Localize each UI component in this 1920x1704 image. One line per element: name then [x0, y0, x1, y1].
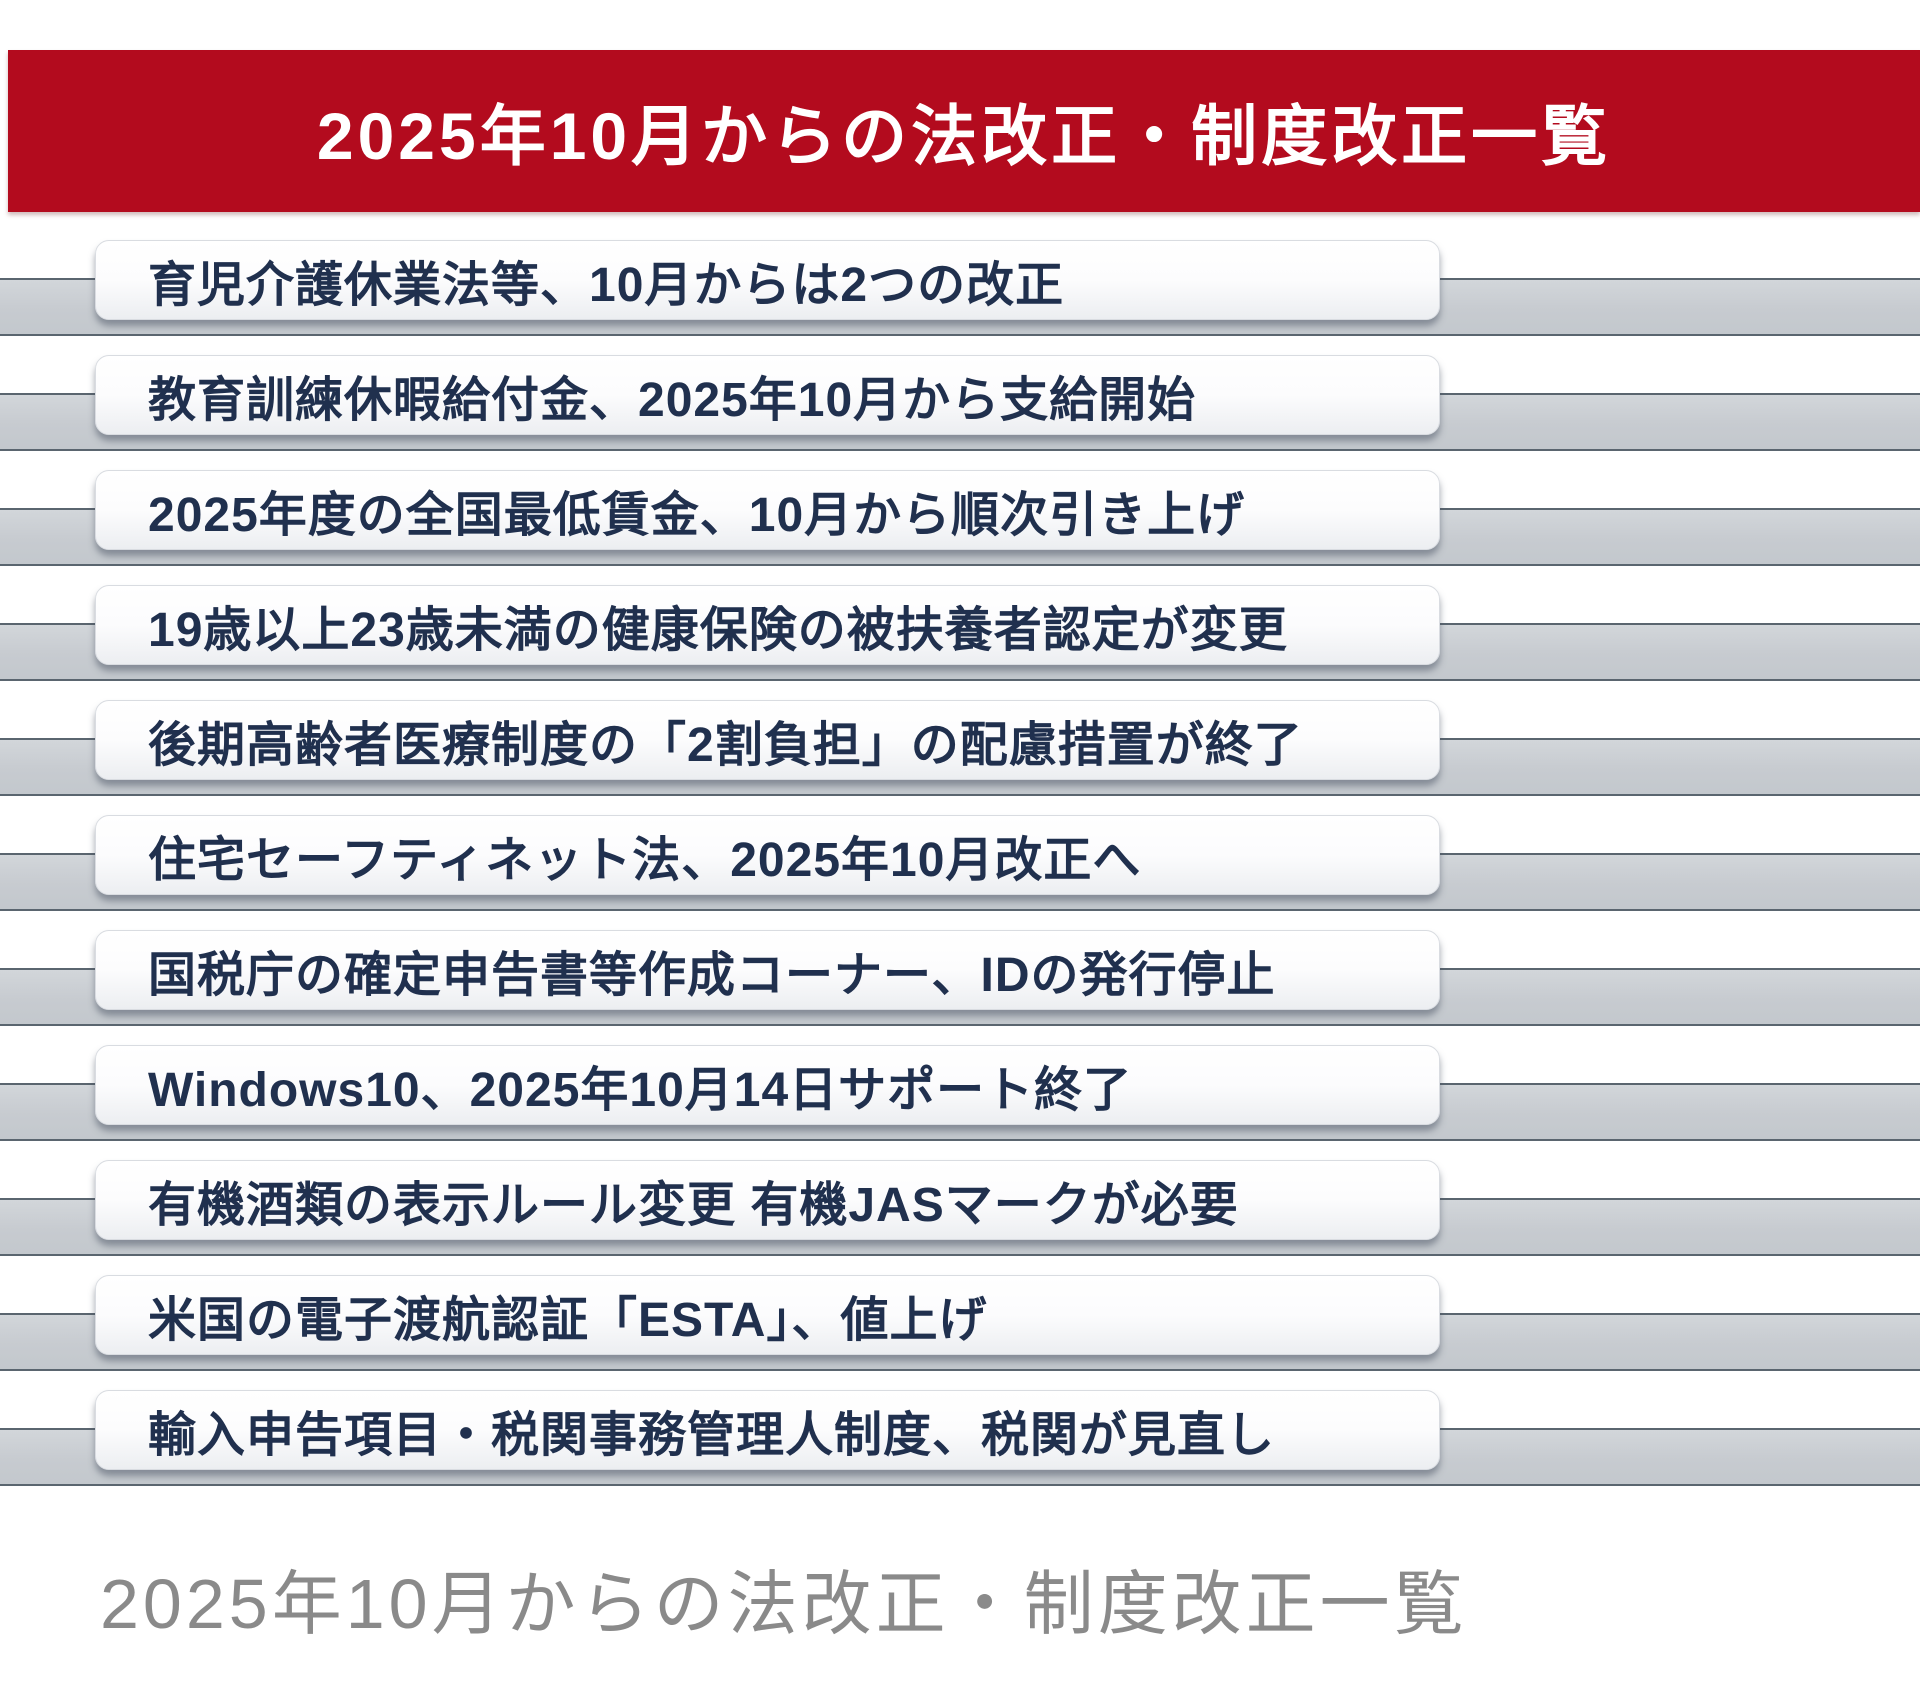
list-item: 国税庁の確定申告書等作成コーナー、IDの発行停止: [0, 930, 1920, 1045]
list-item-pill: 2025年度の全国最低賃金、10月から順次引き上げ: [95, 470, 1440, 550]
list-item-label: 育児介護休業法等、10月からは2つの改正: [148, 259, 1065, 312]
revision-list: 育児介護休業法等、10月からは2つの改正 教育訓練休暇給付金、2025年10月か…: [0, 240, 1920, 1505]
list-item-label: 2025年度の全国最低賃金、10月から順次引き上げ: [148, 489, 1246, 542]
list-item: 教育訓練休暇給付金、2025年10月から支給開始: [0, 355, 1920, 470]
list-item: 輸入申告項目・税関事務管理人制度、税関が見直し: [0, 1390, 1920, 1505]
list-item-pill: 住宅セーフティネット法、2025年10月改正へ: [95, 815, 1440, 895]
list-item-pill: 有機酒類の表示ルール変更 有機JASマークが必要: [95, 1160, 1440, 1240]
list-item-pill: Windows10、2025年10月14日サポート終了: [95, 1045, 1440, 1125]
list-item: 2025年度の全国最低賃金、10月から順次引き上げ: [0, 470, 1920, 585]
list-item-pill: 育児介護休業法等、10月からは2つの改正: [95, 240, 1440, 320]
list-item-pill: 19歳以上23歳未満の健康保険の被扶養者認定が変更: [95, 585, 1440, 665]
list-item-label: 国税庁の確定申告書等作成コーナー、IDの発行停止: [148, 949, 1276, 1002]
list-item-pill: 米国の電子渡航認証「ESTA」、値上げ: [95, 1275, 1440, 1355]
list-item: 有機酒類の表示ルール変更 有機JASマークが必要: [0, 1160, 1920, 1275]
list-item: 後期高齢者医療制度の「2割負担」の配慮措置が終了: [0, 700, 1920, 815]
list-item-pill: 輸入申告項目・税関事務管理人制度、税関が見直し: [95, 1390, 1440, 1470]
list-item: 米国の電子渡航認証「ESTA」、値上げ: [0, 1275, 1920, 1390]
list-item-label: Windows10、2025年10月14日サポート終了: [148, 1064, 1133, 1117]
page-title: 2025年10月からの法改正・制度改正一覧: [316, 99, 1612, 173]
list-item-label: 住宅セーフティネット法、2025年10月改正へ: [148, 834, 1142, 887]
image-caption: 2025年10月からの法改正・制度改正一覧: [100, 1565, 1468, 1643]
list-item-pill: 教育訓練休暇給付金、2025年10月から支給開始: [95, 355, 1440, 435]
list-item: 住宅セーフティネット法、2025年10月改正へ: [0, 815, 1920, 930]
list-item: 19歳以上23歳未満の健康保険の被扶養者認定が変更: [0, 585, 1920, 700]
list-item-pill: 国税庁の確定申告書等作成コーナー、IDの発行停止: [95, 930, 1440, 1010]
list-item: 育児介護休業法等、10月からは2つの改正: [0, 240, 1920, 355]
list-item-label: 有機酒類の表示ルール変更 有機JASマークが必要: [148, 1179, 1239, 1232]
list-item-label: 後期高齢者医療制度の「2割負担」の配慮措置が終了: [148, 719, 1303, 772]
list-item-pill: 後期高齢者医療制度の「2割負担」の配慮措置が終了: [95, 700, 1440, 780]
header-banner: 2025年10月からの法改正・制度改正一覧: [8, 50, 1920, 212]
list-item-label: 米国の電子渡航認証「ESTA」、値上げ: [148, 1294, 988, 1347]
list-item-label: 19歳以上23歳未満の健康保険の被扶養者認定が変更: [148, 604, 1288, 657]
list-item: Windows10、2025年10月14日サポート終了: [0, 1045, 1920, 1160]
list-item-label: 輸入申告項目・税関事務管理人制度、税関が見直し: [148, 1409, 1276, 1462]
list-item-label: 教育訓練休暇給付金、2025年10月から支給開始: [148, 374, 1197, 427]
